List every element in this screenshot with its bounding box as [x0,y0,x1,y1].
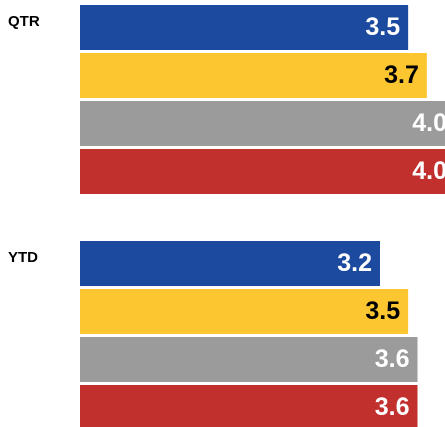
category-label: QTR [8,13,40,30]
category-label: YTD [8,249,38,266]
bar [80,149,445,194]
bar [80,53,427,98]
value-label: 3.5 [365,297,400,325]
bar [80,5,409,50]
value-label: 3.6 [375,345,410,373]
bar [80,385,418,427]
value-label: 4.0 [412,109,445,137]
value-label: 3.7 [384,61,419,89]
value-label: 3.5 [365,13,400,41]
bar [80,241,380,286]
value-label: 3.6 [375,393,410,421]
bar [80,337,418,382]
bar [80,289,409,334]
bar [80,101,445,146]
value-label: 3.2 [337,249,372,277]
value-label: 4.0 [412,157,445,185]
